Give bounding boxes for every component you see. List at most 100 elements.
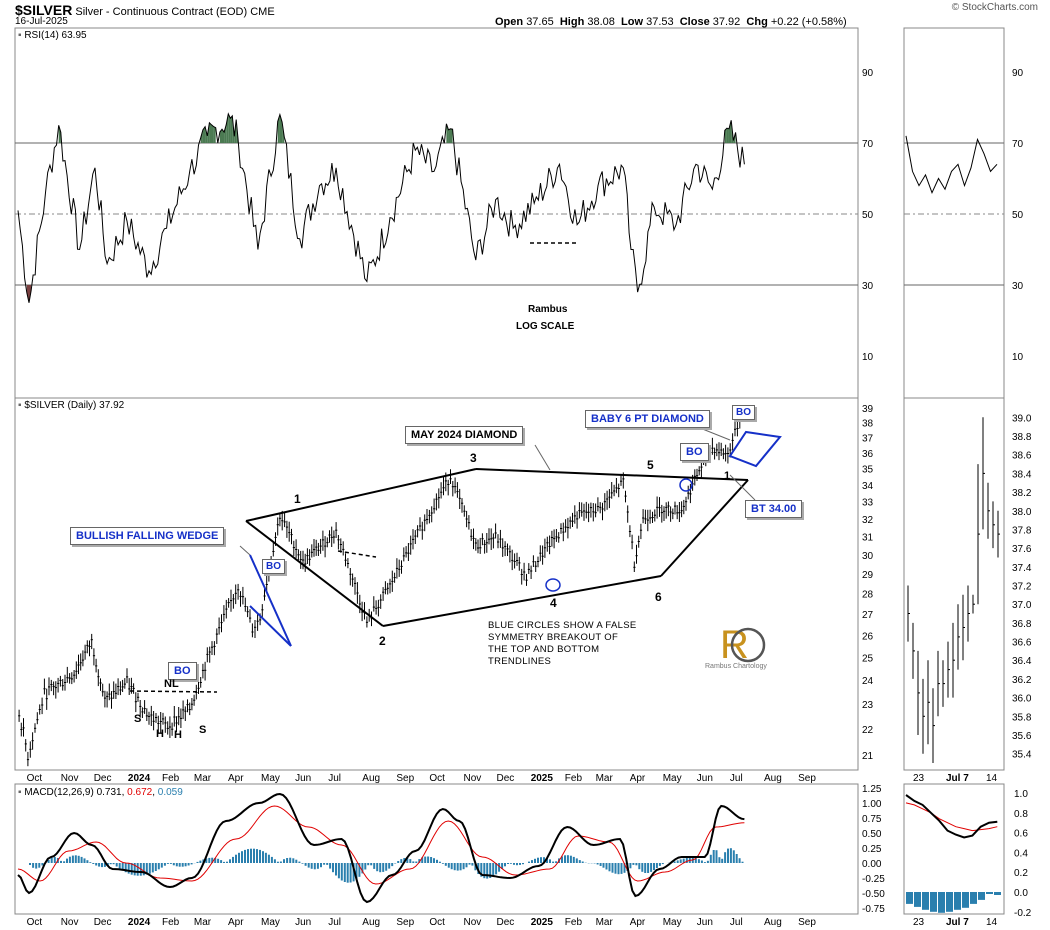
price-x-label: 2024 xyxy=(128,773,151,784)
price-tick-label: 22 xyxy=(862,725,874,736)
macd-tick-label: -0.25 xyxy=(862,874,885,885)
diamond-top-left-line xyxy=(245,468,477,522)
close-value: 37.92 xyxy=(712,16,741,28)
macd-hist-bar xyxy=(546,858,548,863)
macd-hist-bar xyxy=(53,857,56,863)
macd-hist-bar xyxy=(244,849,246,863)
macd-hist-bar xyxy=(238,852,240,863)
price-x-label: Mar xyxy=(194,773,212,784)
price-zoom-tick-label: 36.0 xyxy=(1012,694,1032,705)
macd-zoom-x-label: 23 xyxy=(913,917,925,928)
macd-axis-ticks: 1.25 1.00 0.75 0.50 0.25 0.00 -0.25 -0.50 -0.75 1… xyxy=(862,784,1032,919)
rsi-overbought-fill xyxy=(222,129,225,143)
macd-hist-bar xyxy=(516,863,518,866)
macd-hist-bar xyxy=(310,863,313,869)
macd-hist-bar xyxy=(629,863,632,869)
x-axis-labels: Oct Oct Nov Nov Dec Dec 2024 2024 Feb Feb Mar Mar Ap… xyxy=(27,773,998,928)
macd-hist-bar xyxy=(63,861,66,863)
macd-zoom-hist-bar xyxy=(978,892,985,900)
macd-zoom-hist-bar xyxy=(938,892,945,913)
macd-hist-bar xyxy=(676,860,679,863)
macd-hist-bar xyxy=(462,863,465,870)
price-x-label: Feb xyxy=(162,773,180,784)
macd-zoom-x-label: Jul 7 xyxy=(946,917,969,928)
macd-hist-bar xyxy=(89,862,92,863)
macd-hist-bar xyxy=(673,861,676,863)
macd-x-label: Oct xyxy=(27,917,43,928)
macd-hist-bar xyxy=(335,863,337,876)
macd-tick-label: -0.50 xyxy=(862,889,885,900)
symbol-description: Silver - Continuous Contract (EOD) xyxy=(75,6,248,18)
macd-hist-bar xyxy=(273,859,276,863)
price-x-label: Dec xyxy=(94,773,112,784)
price-zoom-tick-label: 35.6 xyxy=(1012,731,1032,742)
low-label: Low xyxy=(621,16,644,28)
head-label-1: H xyxy=(156,728,164,740)
macd-hist-bar xyxy=(86,860,89,863)
rsi-overbought-fill xyxy=(228,113,231,143)
macd-hist-bar xyxy=(483,863,486,879)
macd-hist-bar xyxy=(611,863,614,873)
rsi-tick-label: 90 xyxy=(862,68,874,79)
macd-hist-bar xyxy=(148,863,151,874)
price-zoom-tick-label: 35.8 xyxy=(1012,712,1032,723)
diamond-point-1: 1 xyxy=(294,492,301,506)
price-zoom-tick-label: 36.8 xyxy=(1012,619,1032,630)
diamond-callout: MAY 2024 DIAMOND xyxy=(405,426,524,444)
rsi-zoom-series xyxy=(905,135,998,195)
rsi-overbought-fill xyxy=(450,128,453,143)
macd-hist-bar xyxy=(509,863,512,864)
bo-callout-diamond: BO xyxy=(680,443,709,461)
may-2024-diamond xyxy=(245,468,749,627)
price-x-label: Jul xyxy=(730,773,743,784)
price-zoom-x-label: 14 xyxy=(986,773,998,784)
price-tick-label: 32 xyxy=(862,515,874,526)
macd-hist-bar xyxy=(438,861,441,863)
macd-hist-bar xyxy=(474,863,477,871)
macd-hist-bar xyxy=(157,863,160,870)
rambus-logo: R Rambus Chartology xyxy=(705,623,767,670)
macd-legend-name: MACD(12,26,9) xyxy=(24,787,94,798)
macd-hist-bar xyxy=(569,855,572,863)
macd-hist-bar xyxy=(50,857,53,863)
macd-hist-bar xyxy=(66,858,68,863)
macd-zoom-hist-bar xyxy=(914,892,921,907)
macd-hist-bar xyxy=(471,863,474,866)
macd-hist-bar xyxy=(453,863,456,871)
macd-x-label: Nov xyxy=(464,917,482,928)
price-tick-label: 35 xyxy=(862,465,874,476)
macd-x-label: 2024 xyxy=(128,917,151,928)
macd-hist-bar xyxy=(605,863,608,870)
macd-hist-bar xyxy=(727,848,729,863)
macd-hist-bar xyxy=(465,863,468,868)
macd-hist-bar xyxy=(289,857,292,863)
macd-hist-bar xyxy=(279,861,282,863)
macd-hist-bar xyxy=(304,863,307,866)
price-zoom-tick-label: 37.4 xyxy=(1012,563,1032,574)
price-panel-frame xyxy=(14,397,859,771)
price-x-label: 2025 xyxy=(531,773,554,784)
macd-hist-bar xyxy=(421,857,424,863)
macd-zoom-hist-bar xyxy=(906,892,913,904)
rsi-panel-frame xyxy=(14,27,859,399)
rsi-legend-text: RSI(14) 63.95 xyxy=(24,30,87,41)
macd-hist-bar xyxy=(635,863,638,866)
macd-hist-bar xyxy=(436,859,438,863)
open-value: 37.65 xyxy=(526,16,554,28)
macd-hist-bar xyxy=(614,863,617,874)
macd-hist-bar xyxy=(382,863,385,872)
macd-hist-bar xyxy=(522,863,524,865)
macd-hist-bar xyxy=(498,863,501,872)
price-legend-text: $SILVER (Daily) 37.92 xyxy=(24,400,125,411)
macd-zoom-tick-label: 0.0 xyxy=(1014,888,1028,899)
macd-hist-bar xyxy=(166,863,169,864)
macd-tick-label: 0.50 xyxy=(862,829,882,840)
diamond-point-6: 6 xyxy=(655,590,662,604)
macd-hist-bar xyxy=(101,863,103,868)
macd-hist-bar xyxy=(721,858,724,863)
macd-legend-hist: 0.059 xyxy=(157,787,183,798)
price-x-label: Sep xyxy=(396,773,414,784)
macd-hist-bar xyxy=(352,863,355,882)
macd-hist-bar xyxy=(564,855,566,863)
macd-x-label: May xyxy=(663,917,682,928)
